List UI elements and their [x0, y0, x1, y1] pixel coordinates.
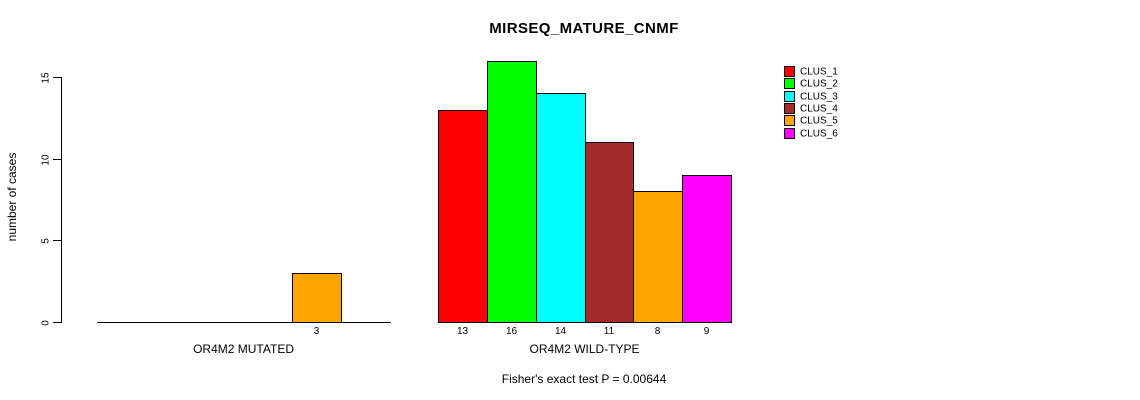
bar-clus_1 [438, 110, 488, 323]
group-baseline [97, 322, 391, 323]
group-label: OR4M2 MUTATED [193, 342, 294, 356]
y-tick-mark [53, 240, 61, 241]
bar-clus_6 [682, 175, 732, 323]
y-tick-mark [53, 77, 61, 78]
bar-clus_3 [536, 93, 586, 323]
stat-annotation: Fisher's exact test P = 0.00644 [501, 372, 667, 386]
y-axis-line [61, 77, 62, 323]
y-tick-label: 15 [40, 71, 52, 84]
bar-clus_5 [292, 273, 342, 323]
legend-swatch-clus_6 [784, 128, 795, 139]
y-axis-title: number of cases [5, 152, 19, 242]
bar-clus_2 [487, 61, 537, 323]
bar-value-label: 8 [654, 326, 661, 337]
legend-label: CLUS_3 [800, 91, 838, 102]
legend-swatch-clus_4 [784, 103, 795, 114]
group-label: OR4M2 WILD-TYPE [529, 342, 640, 356]
legend-swatch-clus_5 [784, 115, 795, 126]
legend-swatch-clus_2 [784, 78, 795, 89]
legend-label: CLUS_4 [800, 103, 838, 114]
legend-swatch-clus_3 [784, 91, 795, 102]
bar-value-label: 9 [703, 326, 710, 337]
legend-label: CLUS_5 [800, 115, 838, 126]
bar-clus_4 [585, 142, 634, 323]
legend-label: CLUS_6 [800, 128, 838, 139]
y-tick-label: 5 [40, 237, 52, 244]
y-tick-label: 10 [40, 153, 52, 166]
bar-clus_5 [633, 191, 683, 323]
bar-value-label: 16 [505, 326, 518, 337]
y-tick-mark [53, 322, 61, 323]
bar-value-label: 14 [554, 326, 567, 337]
y-tick-mark [53, 159, 61, 160]
chart-title: MIRSEQ_MATURE_CNMF [489, 20, 679, 37]
bar-value-label: 11 [603, 326, 615, 337]
bar-value-label: 13 [456, 326, 469, 337]
y-tick-label: 0 [40, 319, 52, 326]
legend-swatch-clus_1 [784, 66, 795, 77]
legend-label: CLUS_2 [800, 78, 838, 89]
legend-label: CLUS_1 [800, 66, 838, 77]
bar-value-label: 3 [313, 326, 320, 337]
